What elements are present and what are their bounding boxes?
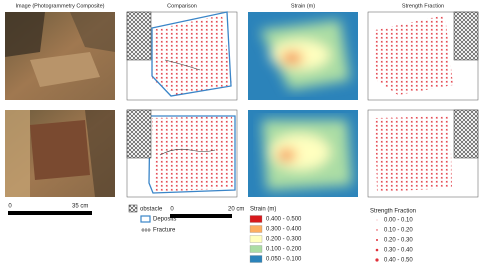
legend-label: 0.200 - 0.300 — [266, 237, 302, 243]
legend-label: 0.10 - 0.20 — [384, 228, 413, 234]
legend-label: obstacle — [140, 207, 163, 213]
column-titles: Image (Photogrammetry Composite) Compari… — [16, 3, 445, 9]
legend-label: 0.00 - 0.10 — [384, 218, 413, 224]
legend-swatch — [249, 225, 263, 233]
legend-label: 0.30 - 0.40 — [384, 248, 413, 254]
strength-legend: Strength Fraction 0.00 - 0.10 0.10 - 0.20… — [370, 209, 416, 264]
legend-label: 0.050 - 0.100 — [266, 257, 302, 263]
legend-swatch — [249, 255, 263, 263]
scale-bar: 0 35 cm — [8, 204, 92, 215]
legend-symbol — [375, 258, 379, 262]
legend-label: Deposits — [153, 217, 176, 223]
column-title: Strain (m) — [291, 3, 315, 9]
strength-panels — [367, 11, 479, 198]
legend-symbol — [375, 248, 379, 252]
column-title: Comparison — [167, 3, 197, 9]
legend-swatch — [249, 235, 263, 243]
scale-label: 35 cm — [72, 204, 88, 210]
scale-bar: 0 20 cm — [170, 207, 244, 218]
scale-label: 0 — [8, 204, 12, 210]
column-title: Strength Fraction — [402, 3, 444, 9]
legend-symbol — [376, 229, 378, 231]
legend-symbol — [376, 219, 378, 221]
photo-panels — [5, 12, 115, 197]
legend-label: 0.300 - 0.400 — [266, 227, 302, 233]
legend-label: 0.400 - 0.500 — [266, 217, 302, 223]
comparison-panels — [126, 11, 238, 198]
legend-title: Strain (m) — [250, 207, 276, 213]
column-title: Image (Photogrammetry Composite) — [16, 3, 105, 9]
legend-swatch — [249, 245, 263, 253]
strain-panels — [248, 12, 358, 197]
scale-label: 20 cm — [228, 207, 244, 213]
legend-label: Fracture — [153, 228, 176, 234]
legend-label: 0.100 - 0.200 — [266, 247, 302, 253]
scale-label: 0 — [170, 207, 174, 213]
legend-label: 0.40 - 0.50 — [384, 258, 413, 264]
legend-label: 0.20 - 0.30 — [384, 238, 413, 244]
legend-swatch — [249, 215, 263, 223]
strain-legend: Strain (m) 0.400 - 0.500 0.300 - 0.400 0.2… — [249, 207, 302, 263]
legend-symbol — [376, 239, 378, 241]
legend-title: Strength Fraction — [370, 209, 416, 215]
comparison-legend: obstacle Deposits Fracture — [128, 204, 176, 234]
